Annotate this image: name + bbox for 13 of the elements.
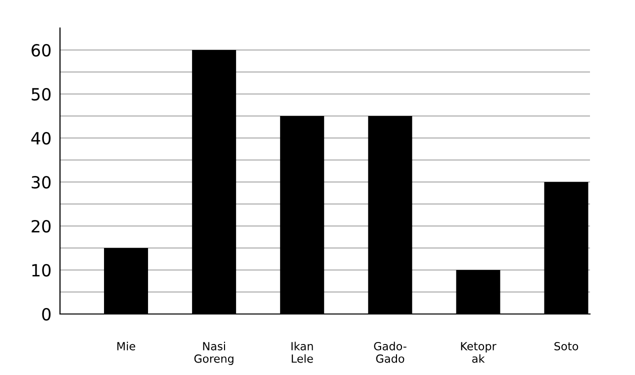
y-tick-label: 40 — [31, 132, 51, 145]
x-tick-label: Soto — [554, 342, 578, 350]
x-tick-label: Ikan Lele — [292, 342, 313, 363]
x-tick-label: Gado- Gado — [374, 342, 406, 363]
y-tick-label: 50 — [32, 88, 51, 101]
y-tick-label: 60 — [32, 44, 51, 57]
y-tick-label: 30 — [32, 176, 51, 189]
y-tick-label: 10 — [32, 264, 51, 277]
y-tick-label: 20 — [32, 220, 51, 233]
x-tick-label: Ketopr ak — [461, 342, 496, 363]
y-tick-label: 0 — [42, 308, 51, 321]
x-tick-label: Nasi Goreng — [194, 342, 234, 365]
x-tick-label: Mie — [117, 342, 136, 350]
